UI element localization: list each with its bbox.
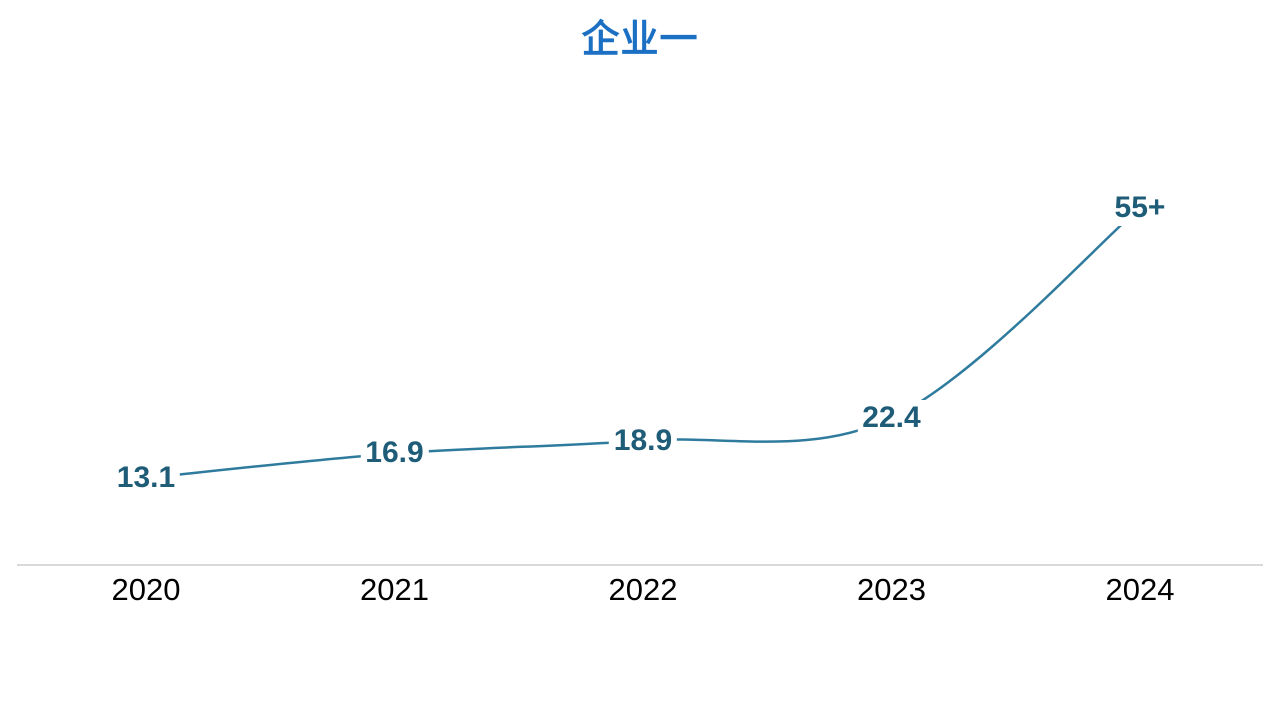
- x-tick-label: 2023: [857, 572, 926, 607]
- x-tick-label: 2022: [608, 572, 678, 607]
- data-label: 18.9: [608, 422, 678, 459]
- x-tick-label: 2020: [111, 572, 181, 607]
- data-label: 55+: [1109, 189, 1171, 226]
- x-axis-line: [17, 564, 1263, 566]
- chart-title: 企业一: [581, 19, 699, 61]
- data-label: 13.1: [111, 460, 181, 496]
- data-label: 16.9: [360, 435, 429, 472]
- x-tick-label: 2024: [1105, 572, 1175, 607]
- x-tick-label: 2021: [360, 572, 429, 607]
- data-label: 22.4: [857, 400, 926, 436]
